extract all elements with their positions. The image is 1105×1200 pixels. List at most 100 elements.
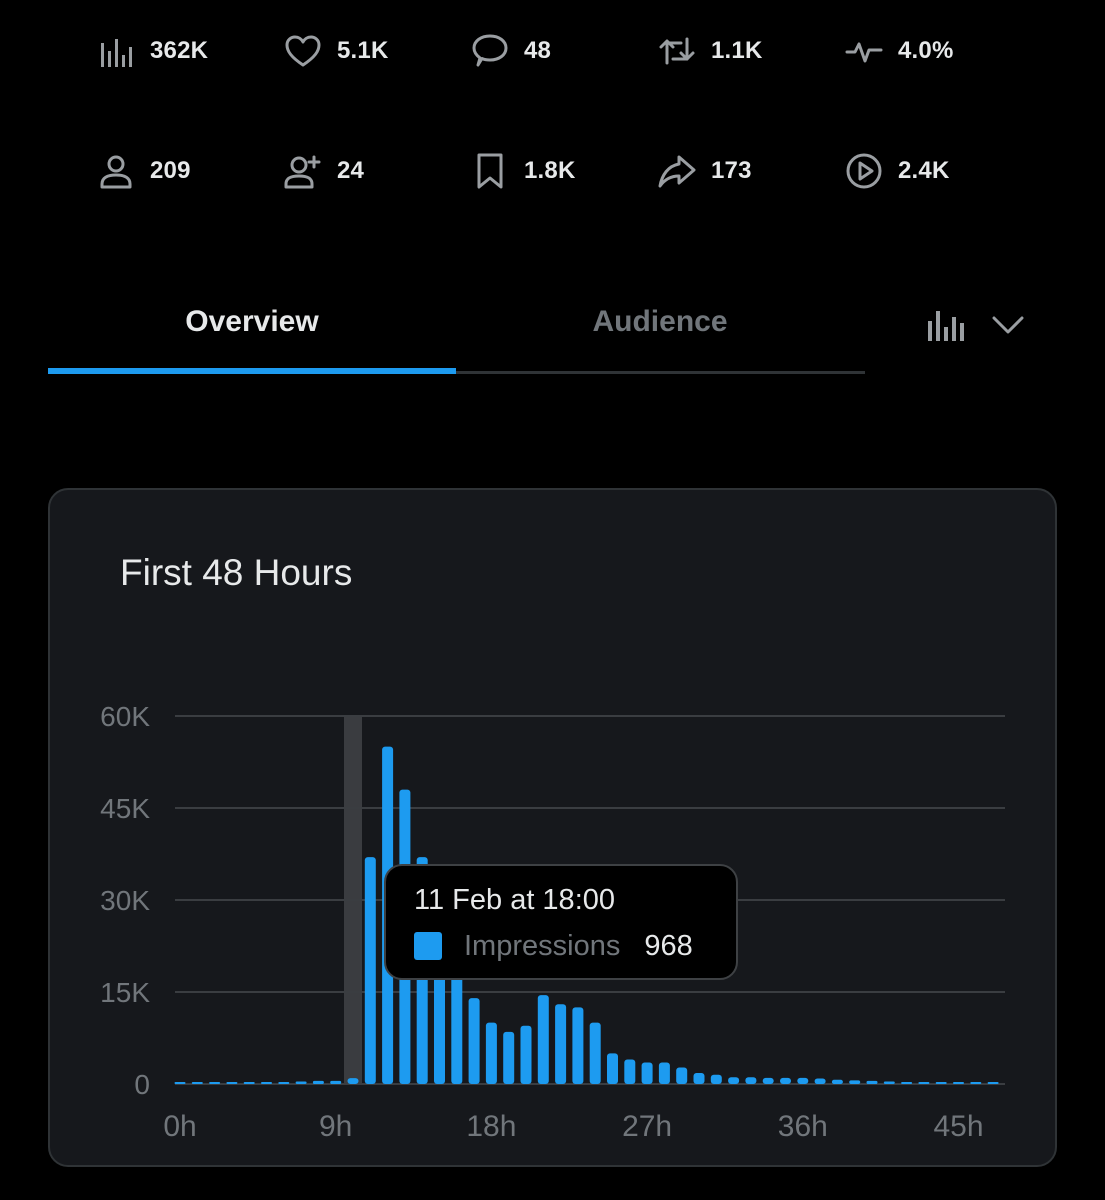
impressions-bar[interactable] (658, 1062, 670, 1084)
video-views-icon (846, 153, 882, 189)
chart-title: First 48 Hours (120, 552, 353, 593)
stats-grid: 362K 5.1K 48 1.1K 4.0% 209 24 1.8K 173 2.4K (96, 28, 1056, 268)
impressions-bar[interactable] (745, 1077, 757, 1084)
tooltip-series-row: Impressions 968 (414, 928, 708, 964)
impressions-bar[interactable] (174, 1082, 186, 1084)
profile-visits-icon (100, 155, 132, 189)
impressions-bar[interactable] (676, 1067, 688, 1084)
impressions-bar[interactable] (883, 1081, 895, 1084)
impressions-bar[interactable] (901, 1082, 913, 1084)
stat-value: 48 (524, 37, 552, 64)
impressions-bar[interactable] (243, 1082, 255, 1084)
impressions-bar[interactable] (226, 1082, 238, 1084)
x-tick-label: 36h (778, 1110, 828, 1143)
tooltip-date: 11 Feb at 18:00 (414, 884, 616, 916)
x-tick-label: 27h (622, 1110, 672, 1143)
impressions-bar[interactable] (797, 1077, 809, 1084)
impressions-bar[interactable] (347, 1078, 359, 1084)
stat-profile-visits[interactable]: 209 (96, 148, 283, 194)
tooltip-series-label: Impressions (464, 930, 621, 962)
impressions-bar[interactable] (520, 1025, 532, 1084)
impressions-bar[interactable] (451, 955, 463, 1084)
impressions-bar[interactable] (918, 1082, 930, 1084)
impressions-bar[interactable] (468, 998, 480, 1084)
x-tick-label: 18h (466, 1110, 516, 1143)
stat-value: 209 (150, 157, 191, 184)
impressions-bar[interactable] (728, 1077, 740, 1084)
stat-engagement-rate[interactable]: 4.0% (844, 28, 1031, 74)
impressions-bar[interactable] (935, 1082, 947, 1084)
impressions-bar[interactable] (537, 995, 549, 1084)
stat-value: 2.4K (898, 157, 950, 184)
stat-value: 1.1K (711, 37, 763, 64)
replies-icon (472, 34, 508, 67)
stat-replies[interactable]: 48 (470, 28, 657, 74)
active-tab-indicator (48, 368, 456, 374)
impressions-bar[interactable] (607, 1053, 618, 1084)
impressions-bar[interactable] (261, 1082, 272, 1084)
impressions-bar[interactable] (589, 1022, 601, 1084)
impressions-bar[interactable] (485, 1022, 497, 1084)
impressions-bar[interactable] (866, 1080, 878, 1084)
y-tick-label: 45K (100, 793, 150, 824)
new-follows-icon (284, 155, 321, 189)
stat-value: 173 (711, 157, 752, 184)
stat-views[interactable]: 362K (96, 28, 283, 74)
impressions-bar[interactable] (987, 1082, 999, 1084)
shares-icon (658, 155, 696, 188)
impressions-bar[interactable] (191, 1082, 203, 1084)
stat-value: 362K (150, 37, 209, 64)
views-icon (101, 39, 132, 67)
stat-reposts[interactable]: 1.1K (657, 28, 844, 74)
y-tick-label: 15K (100, 977, 150, 1008)
impressions-bar[interactable] (364, 857, 376, 1084)
impressions-bar[interactable] (710, 1074, 722, 1084)
stat-video-views[interactable]: 2.4K (844, 148, 1031, 194)
bookmarks-icon (477, 153, 503, 189)
y-tick-label: 60K (100, 701, 150, 732)
impressions-bar[interactable] (555, 1004, 567, 1084)
impressions-bar[interactable] (693, 1072, 705, 1084)
stat-shares[interactable]: 173 (657, 148, 844, 194)
stat-value: 4.0% (898, 37, 954, 64)
impressions-bar[interactable] (849, 1080, 861, 1084)
impressions-bar[interactable] (953, 1082, 964, 1084)
impressions-bar[interactable] (762, 1077, 774, 1084)
impressions-bar-chart: 0 15K 30K 45K 60K 0h 9h 18h 27h 36h 45h (100, 701, 1005, 1143)
tab-overview-label: Overview (185, 305, 319, 338)
chart-type-toggle[interactable] (922, 298, 1048, 352)
tab-audience[interactable]: Audience (456, 280, 864, 371)
impressions-bar[interactable] (278, 1082, 290, 1084)
tooltip-series-swatch (414, 932, 442, 960)
stat-bookmarks[interactable]: 1.8K (470, 148, 657, 194)
impressions-bar[interactable] (330, 1080, 342, 1084)
chart-card: First 48 Hours 0 15K 30K 45K 60K 0h 9h 18h 27h 36… (48, 488, 1057, 1167)
bar-chart-icon[interactable] (922, 303, 966, 347)
likes-icon (285, 35, 321, 67)
impressions-bar[interactable] (780, 1077, 791, 1084)
tooltip-value: 968 (644, 930, 693, 962)
impressions-bar[interactable] (814, 1078, 826, 1084)
y-tick-label: 0 (134, 1069, 150, 1100)
impressions-bar[interactable] (209, 1082, 221, 1084)
y-tick-label: 30K (100, 885, 150, 916)
chevron-down-icon[interactable] (990, 307, 1026, 343)
impressions-bar[interactable] (312, 1080, 324, 1084)
impressions-bar[interactable] (572, 1007, 584, 1084)
stat-value: 24 (337, 157, 365, 184)
tab-bar: Overview Audience (48, 280, 865, 374)
impressions-bar[interactable] (295, 1081, 307, 1084)
impressions-bar[interactable] (503, 1031, 515, 1084)
impressions-bar[interactable] (970, 1082, 982, 1084)
stat-value: 1.8K (524, 157, 576, 184)
tab-overview[interactable]: Overview (48, 280, 456, 374)
stat-new-follows[interactable]: 24 (283, 148, 470, 194)
impressions-bar[interactable] (641, 1062, 653, 1084)
engagement-rate-icon (845, 42, 883, 63)
impressions-bar[interactable] (624, 1059, 636, 1084)
x-tick-label: 0h (163, 1110, 196, 1143)
tab-audience-label: Audience (592, 305, 728, 338)
reposts-icon (659, 37, 695, 65)
impressions-bar[interactable] (831, 1079, 843, 1084)
stat-likes[interactable]: 5.1K (283, 28, 470, 74)
